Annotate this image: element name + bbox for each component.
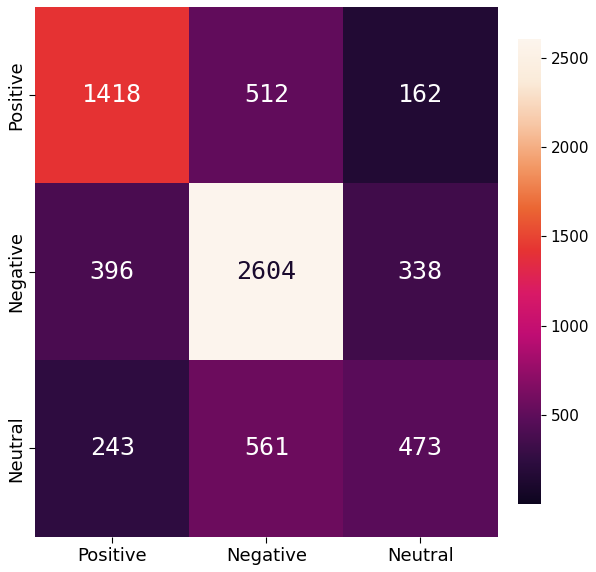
- Text: 396: 396: [90, 260, 135, 284]
- Text: 338: 338: [398, 260, 443, 284]
- Text: 2604: 2604: [237, 260, 296, 284]
- Text: 473: 473: [398, 436, 443, 460]
- Text: 162: 162: [398, 84, 443, 107]
- Text: 512: 512: [244, 84, 289, 107]
- Text: 561: 561: [244, 436, 289, 460]
- Text: 243: 243: [90, 436, 135, 460]
- Text: 1418: 1418: [82, 84, 142, 107]
